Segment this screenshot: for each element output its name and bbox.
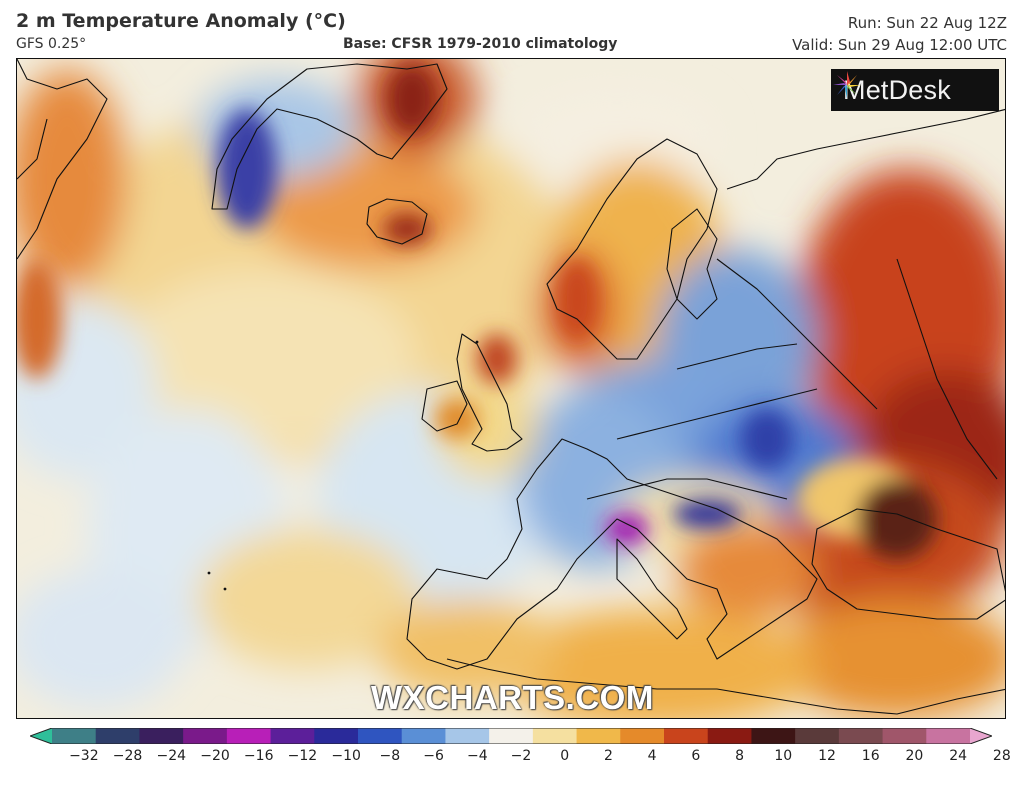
- base-label: Base: CFSR 1979-2010 climatology: [343, 36, 618, 52]
- model-label: GFS 0.25°: [16, 36, 87, 52]
- colorbar-tick-label: −28: [112, 748, 143, 764]
- valid-label: Valid: Sun 29 Aug 12:00 UTC: [792, 36, 1007, 54]
- colorbar-segment: [620, 728, 665, 744]
- colorbar-ticks: −32 −28 −24 −20 −16 −12 −10 −8 −6 −4 −2 0 2 4 6 8 10 12 16…: [0, 748, 1024, 770]
- colorbar-segment: [95, 728, 140, 744]
- colorbar-tick-label: −2: [510, 748, 532, 764]
- colorbar-tick-label: 6: [691, 748, 701, 764]
- colorbar-segment: [358, 728, 403, 744]
- colorbar-tick-label: −20: [200, 748, 230, 764]
- colorbar-tick-label: −12: [287, 748, 318, 764]
- colorbar-segments: [30, 728, 992, 744]
- anomaly-map: MetDesk WXCHARTS.COM: [16, 58, 1006, 719]
- colorbar-segment: [576, 728, 621, 744]
- colorbar-tick-label: −6: [423, 748, 444, 764]
- run-label: Run: Sun 22 Aug 12Z: [847, 14, 1007, 32]
- colorbar-segment: [139, 728, 184, 744]
- colorbar-segment: [838, 728, 884, 744]
- metdesk-logo-text: MetDesk: [843, 74, 951, 105]
- map-canvas: [17, 59, 1005, 718]
- colorbar-tick-label: 0: [560, 748, 570, 764]
- colorbar-segment: [314, 728, 359, 744]
- colorbar-segment: [532, 728, 578, 744]
- colorbar-segment: [52, 728, 97, 744]
- colorbar: [30, 728, 992, 744]
- colorbar-tick-label: −10: [331, 748, 361, 764]
- small-islands: [207, 340, 479, 591]
- colorbar-segment: [751, 728, 796, 744]
- coastlines: [17, 59, 1005, 715]
- colorbar-tick-label: 10: [774, 748, 793, 764]
- colorbar-tick-label: 24: [949, 748, 968, 764]
- anomaly-field: [17, 59, 1005, 718]
- colorbar-tick-label: −32: [69, 748, 99, 764]
- colorbar-tick-label: −4: [466, 748, 488, 764]
- colorbar-tick-label: 28: [992, 748, 1011, 764]
- colorbar-segment: [489, 728, 534, 744]
- colorbar-segment: [226, 728, 272, 744]
- colorbar-tick-label: −16: [243, 748, 274, 764]
- chart-title: 2 m Temperature Anomaly (°C): [16, 10, 346, 32]
- colorbar-segment: [183, 728, 228, 744]
- colorbar-tick-label: 16: [861, 748, 880, 764]
- metdesk-starburst-icon: [833, 71, 861, 99]
- colorbar-tick-label: −24: [156, 748, 187, 764]
- colorbar-segment: [970, 728, 992, 744]
- anomaly-field-detail: [17, 64, 937, 559]
- colorbar-segment: [401, 728, 446, 744]
- metdesk-logo: MetDesk: [831, 69, 999, 111]
- colorbar-segment: [882, 728, 927, 744]
- colorbar-segment: [707, 728, 752, 744]
- colorbar-segment: [445, 728, 490, 744]
- colorbar-segment: [926, 728, 971, 744]
- colorbar-tick-label: 8: [735, 748, 745, 764]
- colorbar-tick-label: 2: [603, 748, 613, 764]
- wxcharts-watermark: WXCHARTS.COM: [371, 679, 654, 716]
- colorbar-tick-label: −8: [379, 748, 401, 764]
- colorbar-segment: [795, 728, 840, 744]
- colorbar-segment: [664, 728, 709, 744]
- colorbar-tick-label: 12: [818, 748, 836, 764]
- colorbar-segment: [30, 728, 52, 744]
- colorbar-segment: [270, 728, 315, 744]
- colorbar-tick-label: 20: [905, 748, 924, 764]
- colorbar-tick-label: 4: [647, 748, 657, 764]
